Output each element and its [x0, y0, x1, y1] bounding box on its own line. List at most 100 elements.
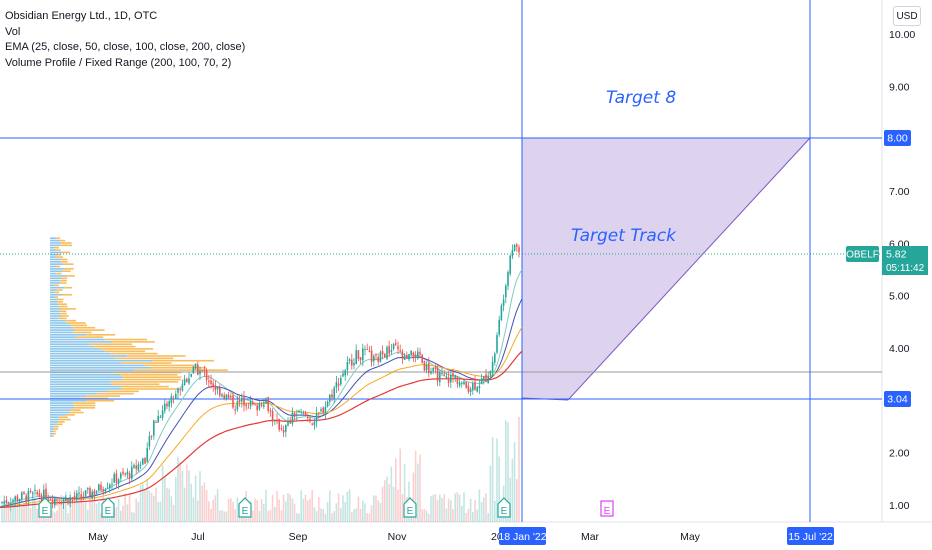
volume-bar	[98, 501, 100, 522]
volume-bar	[434, 494, 437, 522]
volume-bar	[78, 493, 80, 522]
volume-bar	[307, 500, 309, 522]
candle-body	[197, 364, 199, 375]
volume-bar	[201, 485, 203, 522]
candle-body	[307, 416, 309, 418]
volume-bar	[315, 511, 318, 522]
volume-bar	[54, 512, 56, 522]
earnings-marker-icon[interactable]: E	[38, 497, 52, 518]
volume-profile-row	[50, 298, 58, 301]
volume-bar	[80, 497, 82, 522]
volume-bar	[436, 500, 439, 522]
candle-body	[115, 473, 118, 483]
volume-profile-row	[58, 416, 68, 419]
volume-profile-row	[54, 296, 59, 298]
cursor-date-left: 18 Jan '22	[498, 531, 546, 543]
candle-body	[298, 410, 300, 413]
currency-button[interactable]: USD	[893, 6, 921, 26]
candle-body	[201, 369, 203, 371]
volume-bar	[342, 495, 344, 522]
volume-profile-row	[50, 249, 56, 251]
target-zone-fill[interactable]	[522, 138, 810, 400]
volume-bar	[181, 471, 184, 522]
annotation-target-8[interactable]: Target 8	[606, 88, 676, 108]
earnings-marker-icon[interactable]: E	[497, 497, 511, 518]
volume-profile-row	[61, 308, 76, 310]
volume-profile-row	[89, 343, 133, 346]
volume-profile-row	[50, 383, 113, 386]
plot-area[interactable]	[0, 0, 882, 522]
volume-profile-indicator-label[interactable]: Volume Profile / Fixed Range (200, 100, …	[5, 56, 232, 69]
volume-bar	[76, 494, 78, 522]
volume-bar	[399, 448, 401, 522]
candle-body	[386, 347, 388, 359]
volume-bar	[161, 465, 164, 522]
candle-body	[465, 381, 467, 388]
volume-bar	[425, 510, 428, 522]
candle-body	[62, 499, 65, 504]
volume-profile-row	[71, 326, 96, 329]
volume-bar	[150, 492, 153, 522]
volume-profile-row	[50, 322, 68, 324]
earnings-marker-shape	[101, 497, 115, 518]
volume-profile-row	[50, 378, 123, 381]
annotation-target-track[interactable]: Target Track	[571, 226, 677, 246]
volume-profile-row	[50, 348, 100, 350]
volume-profile-row	[50, 282, 61, 284]
candlesticks[interactable]	[1, 242, 520, 512]
candle-body	[395, 343, 397, 345]
volume-indicator-label[interactable]: Vol	[5, 25, 21, 38]
candle-body	[496, 335, 498, 353]
volume-bar	[36, 508, 38, 522]
target-track-line[interactable]	[567, 137, 811, 401]
earnings-marker-icon[interactable]: E	[238, 497, 252, 518]
candle-body	[221, 394, 223, 397]
earnings-marker-icon[interactable]: E	[403, 497, 417, 518]
candle-body	[234, 409, 236, 411]
candle-body	[274, 419, 276, 421]
volume-bar	[456, 492, 459, 522]
ema-indicator-label[interactable]: EMA (25, close, 50, close, 100, close, 2…	[5, 41, 246, 53]
volume-bar	[82, 502, 85, 522]
candle-body	[309, 418, 311, 422]
volume-bar	[298, 513, 300, 522]
candle-body	[34, 489, 36, 491]
earnings-marker-icon[interactable]: E	[600, 500, 614, 517]
volume-bar	[271, 494, 274, 522]
earnings-marker-icon[interactable]: E	[101, 497, 115, 518]
volume-profile-row	[120, 388, 179, 390]
candle-body	[113, 474, 115, 483]
volume-profile-row	[50, 301, 57, 303]
volume-profile-row	[50, 289, 56, 291]
candle-body	[414, 354, 417, 358]
volume-profile-row	[50, 402, 73, 404]
candle-body	[342, 373, 344, 377]
candle-body	[302, 412, 305, 414]
volume-profile-row	[50, 242, 62, 244]
candle-body	[150, 435, 153, 437]
candle-body	[447, 377, 450, 383]
volume-bar	[474, 499, 476, 522]
volume-bar	[335, 503, 338, 522]
symbol-title[interactable]: Obsidian Energy Ltd., 1D, OTC	[5, 10, 158, 22]
volume-bar	[507, 422, 509, 522]
candle-body	[40, 496, 43, 501]
volume-profile-row	[50, 272, 57, 275]
time-axis[interactable]: May Jul Sep Nov Mar May 20 18 Jan '22 15…	[88, 527, 834, 545]
volume-bar	[318, 497, 320, 522]
volume-profile-row	[114, 357, 174, 360]
volume-bar	[265, 489, 267, 522]
candle-body	[344, 370, 346, 376]
volume-profile-row	[50, 352, 111, 355]
volume-bar	[214, 495, 217, 522]
candle-body	[293, 412, 296, 417]
cursor-date-tag-left	[499, 527, 546, 545]
candle-body	[216, 387, 219, 390]
volume-profile-row	[50, 369, 135, 371]
candle-body	[489, 370, 492, 375]
volume-bar	[190, 483, 192, 522]
candle-body	[14, 496, 16, 501]
volume-profile-row	[50, 268, 65, 270]
